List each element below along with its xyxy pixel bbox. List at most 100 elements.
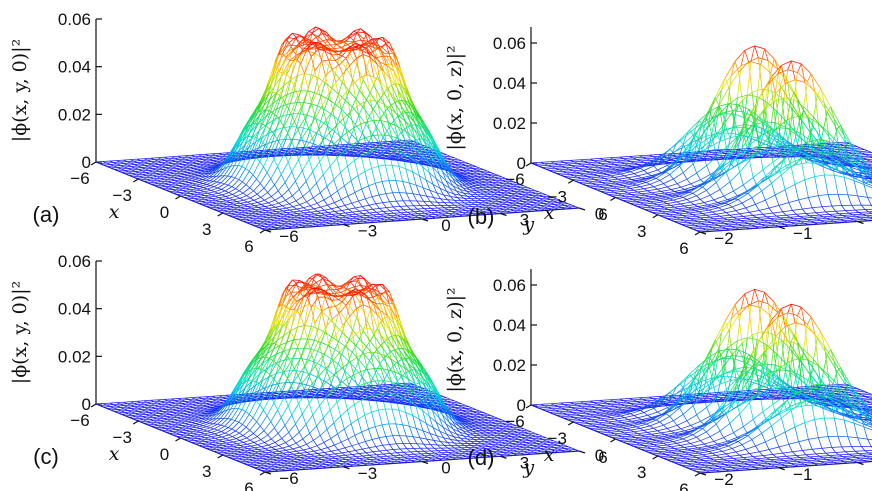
mesh-line-v — [257, 202, 262, 205]
mesh-line-u — [204, 194, 212, 196]
axis1-tick-label: 6 — [244, 237, 253, 256]
mesh-line-u — [280, 215, 288, 218]
mesh-line-u — [347, 160, 355, 167]
mesh-line-u — [315, 105, 323, 118]
mesh-line-u — [178, 180, 186, 183]
mesh-line-u — [395, 180, 403, 182]
mesh-line-v — [398, 99, 403, 102]
mesh-line-v — [267, 202, 273, 206]
mesh-line-u — [510, 211, 518, 214]
mesh-line-u — [131, 169, 139, 171]
mesh-line-v — [364, 198, 370, 206]
mesh-line-u — [298, 180, 307, 190]
mesh-line-v — [352, 83, 358, 107]
mesh-line-v — [388, 63, 393, 66]
mesh-line-u — [220, 207, 228, 210]
mesh-line-u — [366, 147, 374, 149]
axis1-tick-label: 0 — [160, 203, 169, 222]
mesh-line-u — [305, 222, 313, 225]
mesh-line-v — [323, 125, 328, 138]
mesh-line-u — [428, 217, 436, 219]
mesh-line-v — [263, 166, 268, 173]
mesh-line-v — [402, 181, 407, 194]
mesh-line-u — [165, 163, 173, 165]
mesh-line-u — [333, 224, 341, 226]
mesh-line-v — [363, 102, 368, 122]
mesh-line-u — [347, 192, 355, 197]
mesh-line-v — [365, 115, 370, 125]
mesh-line-v — [273, 91, 278, 104]
mesh-line-u — [304, 56, 312, 75]
mesh-line-u — [319, 39, 327, 43]
mesh-line-u — [197, 195, 205, 197]
mesh-line-u — [318, 218, 326, 220]
mesh-line-u — [379, 143, 387, 145]
mesh-line-u — [402, 181, 410, 184]
mesh-line-u — [291, 159, 299, 172]
mesh-line-u — [209, 206, 217, 209]
mesh-line-u — [306, 197, 314, 203]
mesh-line-u — [403, 208, 411, 211]
mesh-line-v — [386, 207, 391, 212]
mesh-line-v — [299, 102, 305, 115]
mesh-line-u — [247, 205, 255, 207]
axis1-tick-mark — [132, 178, 139, 183]
mesh-line-v — [380, 64, 386, 69]
mesh-line-v — [388, 180, 393, 193]
mesh-line-v — [365, 209, 370, 214]
mesh-line-u — [195, 179, 203, 182]
mesh-line-u — [329, 157, 338, 167]
mesh-line-v — [220, 182, 225, 185]
mesh-line-v — [296, 113, 301, 127]
mesh-line-v — [282, 205, 287, 209]
mesh-line-u — [218, 152, 226, 154]
mesh-line-u — [135, 170, 143, 172]
mesh-line-u — [179, 165, 187, 167]
mesh-line-u — [301, 221, 309, 223]
mesh-line-u — [161, 184, 169, 186]
mesh-line-v — [344, 116, 349, 128]
mesh-line-u — [170, 174, 178, 177]
mesh-line-u — [95, 161, 103, 163]
mesh-line-u — [154, 181, 162, 183]
axis2-label: y — [522, 214, 534, 236]
mesh-line-v — [279, 120, 285, 127]
mesh-line-u — [209, 203, 217, 205]
mesh-line-u — [303, 211, 311, 214]
mesh-line-u — [240, 201, 248, 204]
mesh-line-v — [221, 189, 226, 192]
mesh-line-u — [257, 199, 265, 203]
mesh-line-v — [303, 114, 308, 129]
mesh-line-u — [256, 187, 265, 195]
mesh-line-v — [412, 193, 418, 202]
mesh-line-u — [153, 177, 161, 180]
mesh-line-u — [269, 116, 277, 130]
mesh-line-v — [420, 205, 425, 209]
mesh-line-u — [218, 190, 226, 194]
mesh-line-u — [293, 214, 301, 217]
mesh-line-u — [157, 179, 165, 181]
mesh-line-u — [236, 192, 244, 197]
mesh-line-u — [178, 162, 186, 164]
mesh-line-v — [395, 200, 401, 207]
mesh-line-u — [299, 226, 307, 228]
mesh-line-u — [423, 200, 431, 203]
mesh-line-u — [237, 204, 245, 206]
mesh-line-u — [319, 225, 327, 227]
mesh-line-u — [394, 148, 402, 151]
mesh-line-v — [443, 194, 448, 200]
mesh-line-u — [451, 210, 459, 212]
mesh-line-u — [226, 199, 234, 202]
mesh-line-v — [263, 187, 268, 193]
mesh-line-v — [375, 203, 380, 209]
mesh-line-v — [316, 146, 321, 153]
mesh-line-v — [446, 191, 451, 197]
mesh-line-v — [373, 120, 379, 136]
mesh-line-u — [215, 154, 223, 156]
mesh-line-u — [246, 221, 254, 223]
mesh-line-u — [389, 209, 397, 212]
mesh-line-u — [235, 213, 242, 216]
axis1-tick-mark — [259, 229, 266, 234]
mesh-line-u — [180, 175, 188, 177]
mesh-line-u — [268, 206, 276, 209]
